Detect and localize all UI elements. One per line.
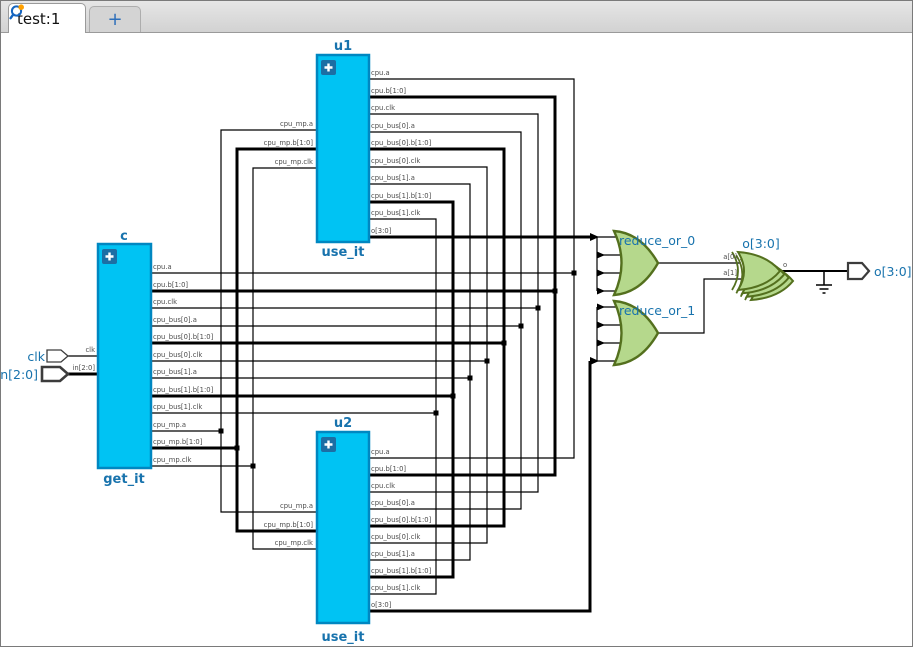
port-label: cpu_bus[0].b[1:0] xyxy=(371,516,432,524)
instance-name-u2: u2 xyxy=(334,416,352,431)
gate-reduce-or-1: reduce_or_1 xyxy=(612,299,695,367)
port-label: cpu.a xyxy=(371,448,390,456)
input-port-in[interactable]: in[2:0] xyxy=(1,365,70,383)
wire-junctions xyxy=(218,270,577,469)
port-label: cpu_bus[0].a xyxy=(371,499,415,507)
plus-icon: + xyxy=(107,9,123,30)
bus-fanout-arrows xyxy=(590,233,605,365)
port-label: cpu_bus[0].a xyxy=(153,316,197,324)
port-label: in[2:0] xyxy=(73,364,96,372)
port-label: cpu_mp.a xyxy=(280,502,313,510)
module-type-c: get_it xyxy=(103,472,145,487)
port-label: cpu_bus[1].clk xyxy=(371,584,420,592)
module-type-u1: use_it xyxy=(322,245,365,260)
tab-title: test:1 xyxy=(17,9,61,28)
port-label: cpu_bus[0].clk xyxy=(371,157,420,165)
gate-pin-o: o xyxy=(783,261,787,269)
port-label: cpu_bus[0].clk xyxy=(371,533,420,541)
port-label: cpu_bus[0].a xyxy=(371,122,415,130)
port-label: cpu_bus[1].b[1:0] xyxy=(153,386,214,394)
expand-button-u1[interactable] xyxy=(321,60,336,75)
port-label: cpu_bus[0].b[1:0] xyxy=(153,333,214,341)
expand-button-u2[interactable] xyxy=(321,437,336,452)
port-label: cpu_mp.b[1:0] xyxy=(264,521,314,529)
port-label: cpu.a xyxy=(153,263,172,271)
port-label: cpu.clk xyxy=(153,298,177,306)
port-label: clk xyxy=(85,346,95,354)
port-label: cpu_mp.b[1:0] xyxy=(264,139,314,147)
port-label: o[3:0] xyxy=(371,601,392,609)
port-label: cpu_mp.b[1:0] xyxy=(153,438,203,446)
port-label: cpu_bus[1].a xyxy=(371,550,415,558)
port-label: o[3:0] xyxy=(371,227,392,235)
port-label: cpu_bus[1].b[1:0] xyxy=(371,192,432,200)
port-label: cpu_mp.clk xyxy=(153,456,191,464)
magnifier-icon xyxy=(9,4,24,20)
instance-name-c: c xyxy=(120,229,128,244)
port-label: cpu_bus[1].a xyxy=(371,174,415,182)
port-label: cpu_mp.clk xyxy=(275,158,313,166)
output-port-o[interactable]: o[3:0] xyxy=(846,261,912,281)
port-label: cpu.a xyxy=(371,69,390,77)
port-label: cpu_bus[1].a xyxy=(153,368,197,376)
gate-label-out: o[3:0] xyxy=(742,236,780,251)
port-label: cpu.b[1:0] xyxy=(371,465,406,473)
port-label: cpu_bus[1].clk xyxy=(371,209,420,217)
port-label: cpu.clk xyxy=(371,482,395,490)
tab-test-1[interactable]: test:1 xyxy=(8,3,86,33)
port-label: cpu_mp.a xyxy=(280,120,313,128)
port-label: cpu.b[1:0] xyxy=(371,87,406,95)
port-label: cpu.clk xyxy=(371,104,395,112)
new-tab-button[interactable]: + xyxy=(89,6,141,32)
tab-bar: test:1 + xyxy=(1,1,912,33)
port-label: cpu_bus[1].clk xyxy=(153,403,202,411)
gate-pin-a1: a[1] xyxy=(723,269,737,277)
port-label: cpu_mp.a xyxy=(153,421,186,429)
gate-label-reduce-or-0: reduce_or_0 xyxy=(619,233,695,248)
gate-reduce-or-0: reduce_or_0 xyxy=(612,229,695,297)
port-label: cpu_bus[0].clk xyxy=(153,351,202,359)
input-port-in-label: in[2:0] xyxy=(1,367,38,382)
port-label: cpu_mp.clk xyxy=(275,539,313,547)
block-u1[interactable]: u1 use_it cpu_mp.a cpu_mp.b[1:0] cpu_mp.… xyxy=(264,39,432,260)
ground-symbol xyxy=(816,271,832,294)
instance-name-u1: u1 xyxy=(334,39,352,54)
module-type-u2: use_it xyxy=(322,630,365,645)
port-label: cpu.b[1:0] xyxy=(153,281,188,289)
gate-output-stack: o[3:0] a[0] a[1] o xyxy=(723,236,795,302)
expand-button-c[interactable] xyxy=(102,249,117,264)
port-label: cpu_bus[1].b[1:0] xyxy=(371,567,432,575)
port-label: cpu_bus[0].b[1:0] xyxy=(371,139,432,147)
input-port-clk[interactable]: clk xyxy=(27,349,69,364)
block-u2[interactable]: u2 use_it cpu_mp.a cpu_mp.b[1:0] cpu_mp.… xyxy=(264,416,432,645)
gate-pin-a0: a[0] xyxy=(723,253,737,261)
wires xyxy=(68,78,848,613)
input-port-clk-label: clk xyxy=(27,349,45,364)
gate-label-reduce-or-1: reduce_or_1 xyxy=(619,303,695,318)
output-port-o-label: o[3:0] xyxy=(874,264,912,279)
block-c[interactable]: c get_it clk in[2:0] cpu.a cpu.b[1:0] cp… xyxy=(73,229,214,487)
